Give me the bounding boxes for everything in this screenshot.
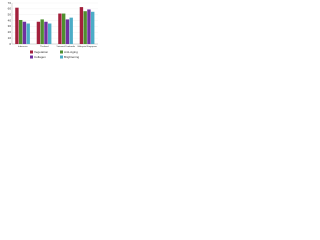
- x-tick-label: Thailand: [40, 46, 49, 48]
- y-tick-label: 20: [8, 30, 12, 34]
- bar: [58, 13, 62, 44]
- x-tick-label: Malaysia/Singapore: [78, 45, 98, 48]
- legend-swatch: [30, 50, 33, 54]
- bar: [36, 21, 41, 44]
- bar: [18, 19, 23, 44]
- y-tick-label: 40: [8, 18, 12, 22]
- legend-label: Vegetation: [34, 50, 49, 54]
- bar: [15, 7, 19, 44]
- legend-label: Brightening: [64, 55, 80, 59]
- x-tick-label: Indonesia: [18, 46, 28, 48]
- x-tick-label: Vietnam/Cambodia: [56, 45, 75, 48]
- bar: [83, 11, 87, 44]
- legend-swatch: [60, 55, 63, 59]
- y-tick-label: 70: [8, 1, 12, 5]
- y-tick-label: 50: [8, 13, 12, 17]
- y-tick-label: 10: [8, 36, 12, 40]
- bar: [91, 11, 95, 45]
- legend-label: Collagen: [34, 55, 46, 59]
- bar: [87, 9, 91, 45]
- bar: [65, 19, 70, 44]
- legend-label: Anti-Aging: [64, 50, 78, 54]
- bar: [40, 19, 44, 44]
- bar: [79, 7, 84, 45]
- y-tick-label: 60: [8, 7, 12, 11]
- bar: [26, 23, 30, 44]
- bar: [44, 21, 48, 44]
- bar: [22, 21, 27, 44]
- legend-swatch: [60, 50, 63, 54]
- page: {"chart_data":{"type":"bar", "categories…: [0, 0, 100, 64]
- legend-swatch: [30, 55, 33, 59]
- bar: [61, 13, 66, 44]
- y-tick-label: 0: [9, 42, 11, 46]
- y-tick-label: 30: [8, 24, 12, 28]
- bar: [69, 17, 73, 44]
- bar: [48, 23, 52, 44]
